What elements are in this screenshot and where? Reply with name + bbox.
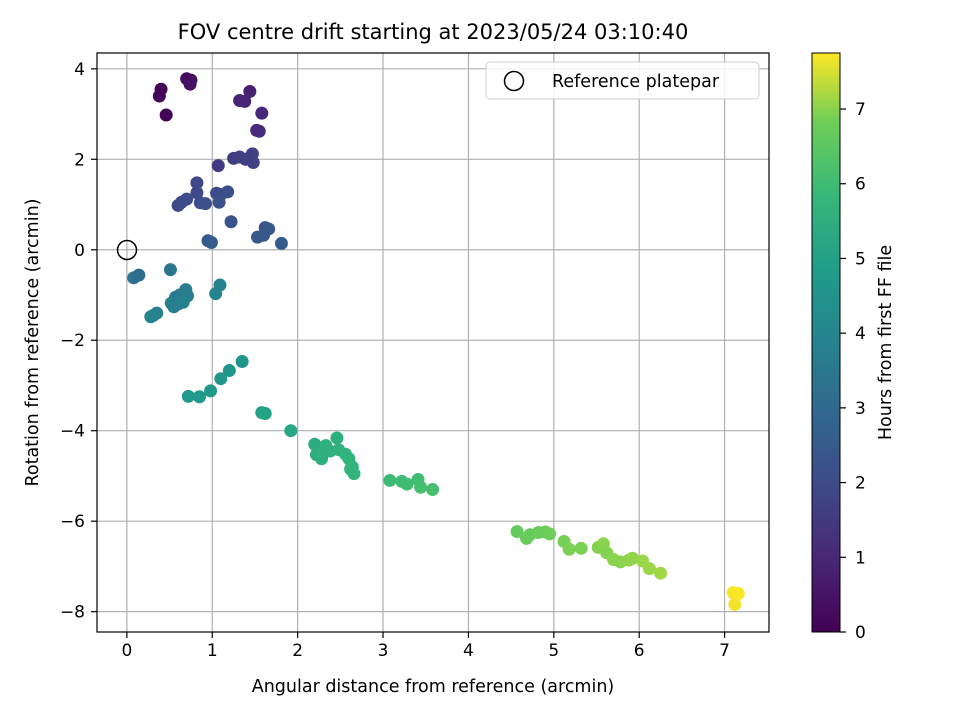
- data-point: [262, 222, 276, 236]
- x-axis-ticks: 0 1 2 3 4 5 6 7: [121, 632, 730, 661]
- colorbar-tick-label: 6: [855, 175, 866, 195]
- x-axis-label: Angular distance from reference (arcmin): [252, 677, 615, 697]
- data-point: [239, 152, 253, 166]
- data-point: [152, 89, 166, 103]
- data-point: [211, 159, 225, 173]
- legend-label: Reference platepar: [552, 72, 720, 92]
- x-tick-label: 3: [378, 641, 389, 661]
- x-tick-label: 0: [121, 641, 132, 661]
- legend: Reference platepar: [485, 61, 760, 100]
- data-point: [224, 215, 238, 229]
- data-point: [426, 483, 440, 497]
- data-point: [344, 462, 358, 476]
- colorbar: 0 1 2 3 4 5 6 7 Hours from first FF file: [811, 52, 896, 643]
- data-point: [284, 424, 298, 438]
- colorbar-tick-label: 2: [855, 474, 866, 494]
- chart-title: FOV centre drift starting at 2023/05/24 …: [178, 20, 689, 44]
- data-point: [400, 477, 414, 491]
- data-point: [255, 106, 269, 120]
- data-point: [176, 295, 190, 309]
- data-point: [731, 587, 745, 601]
- data-point: [204, 384, 218, 398]
- data-point: [214, 372, 228, 386]
- data-point: [642, 562, 656, 576]
- y-tick-label: 2: [74, 150, 85, 170]
- data-point: [132, 268, 146, 282]
- data-points: [127, 72, 745, 611]
- y-tick-label: 4: [74, 60, 85, 80]
- data-point: [213, 278, 227, 292]
- colorbar-ticks: 0 1 2 3 4 5 6 7: [840, 100, 866, 643]
- y-tick-label: −6: [60, 512, 85, 532]
- data-point: [146, 308, 160, 322]
- data-point: [181, 389, 195, 403]
- data-point: [330, 431, 344, 445]
- colorbar-tick-label: 3: [855, 399, 866, 419]
- x-tick-label: 2: [292, 641, 303, 661]
- data-point: [243, 84, 257, 98]
- data-point: [183, 77, 197, 91]
- data-point: [222, 364, 236, 378]
- data-point: [252, 124, 266, 138]
- data-point: [383, 473, 397, 487]
- data-point: [574, 541, 588, 555]
- data-point: [192, 390, 206, 404]
- legend-box: [485, 61, 760, 100]
- y-tick-label: −4: [60, 422, 85, 442]
- data-point: [274, 236, 288, 250]
- x-tick-label: 6: [634, 641, 645, 661]
- data-point: [221, 185, 235, 199]
- y-axis-ticks: −8 −6 −4 −2 0 2 4: [60, 60, 97, 623]
- data-point: [235, 354, 249, 368]
- data-point: [414, 480, 428, 494]
- y-tick-label: −2: [60, 331, 85, 351]
- x-tick-label: 5: [548, 641, 559, 661]
- data-point: [308, 437, 322, 451]
- colorbar-gradient: [811, 52, 841, 633]
- data-point: [258, 407, 272, 421]
- reference-marker: [116, 239, 138, 261]
- grid: [97, 53, 769, 632]
- colorbar-label: Hours from first FF file: [876, 245, 896, 440]
- data-point: [543, 527, 557, 541]
- plot-frame: [96, 52, 770, 633]
- colorbar-tick-label: 4: [855, 324, 866, 344]
- colorbar-tick-label: 5: [855, 249, 866, 269]
- data-point: [654, 566, 668, 580]
- data-point: [510, 525, 524, 539]
- y-axis-label: Rotation from reference (arcmin): [23, 199, 43, 487]
- data-point: [190, 186, 204, 200]
- colorbar-tick-label: 7: [855, 100, 866, 120]
- x-tick-label: 4: [463, 641, 474, 661]
- data-point: [212, 195, 226, 209]
- data-point: [198, 197, 212, 211]
- data-point: [159, 108, 173, 122]
- data-point: [190, 176, 204, 190]
- data-point: [238, 94, 252, 108]
- data-point: [625, 551, 639, 565]
- y-tick-label: −8: [60, 603, 85, 623]
- y-tick-label: 0: [74, 241, 85, 261]
- data-point: [204, 236, 218, 250]
- data-point: [562, 542, 576, 556]
- data-point: [180, 192, 194, 206]
- colorbar-tick-label: 0: [855, 623, 866, 643]
- colorbar-tick-label: 1: [855, 548, 866, 568]
- data-point: [163, 263, 177, 277]
- legend-marker: [503, 70, 525, 92]
- x-tick-label: 7: [719, 641, 730, 661]
- x-tick-label: 1: [207, 641, 218, 661]
- data-point: [728, 597, 742, 611]
